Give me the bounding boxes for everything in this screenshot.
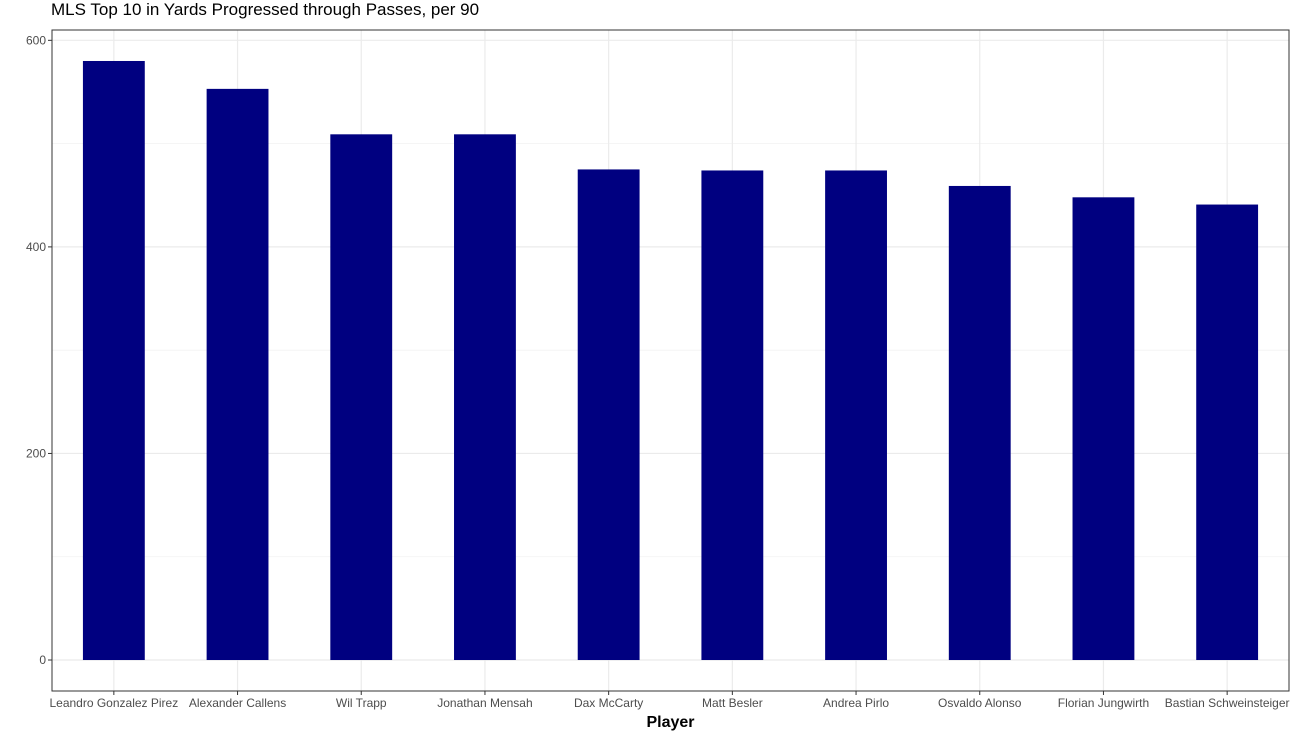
bar bbox=[206, 88, 269, 661]
bar bbox=[1072, 197, 1135, 661]
bar bbox=[454, 134, 516, 661]
x-tick-label: Leandro Gonzalez Pirez bbox=[49, 696, 178, 710]
x-tick-label: Matt Besler bbox=[702, 696, 763, 710]
x-tick-label: Alexander Callens bbox=[189, 696, 286, 710]
x-axis-ticks: Leandro Gonzalez Pirez Alexander Callens W… bbox=[49, 691, 1290, 710]
bar bbox=[577, 169, 640, 661]
bar bbox=[330, 134, 393, 661]
x-tick-label: Wil Trapp bbox=[336, 696, 387, 710]
bar bbox=[82, 60, 145, 661]
x-axis-title: Player bbox=[646, 714, 694, 731]
y-tick-label: 600 bbox=[26, 33, 46, 47]
bar bbox=[825, 170, 887, 661]
y-axis-ticks: 0 200 400 600 bbox=[26, 33, 52, 667]
x-tick-label: Bastian Schweinsteiger bbox=[1165, 696, 1290, 710]
bar bbox=[701, 170, 764, 661]
y-tick-label: 400 bbox=[26, 240, 46, 254]
x-tick-label: Jonathan Mensah bbox=[437, 696, 532, 710]
panel-border bbox=[51, 29, 1290, 692]
x-tick-label: Andrea Pirlo bbox=[823, 696, 889, 710]
bar bbox=[1196, 204, 1259, 661]
y-tick-label: 0 bbox=[39, 653, 46, 667]
x-tick-label: Dax McCarty bbox=[574, 696, 643, 710]
bar bbox=[948, 185, 1011, 661]
bars bbox=[82, 60, 1259, 661]
chart-title: MLS Top 10 in Yards Progressed through P… bbox=[51, 0, 480, 19]
y-tick-label: 200 bbox=[26, 446, 46, 460]
x-tick-label: Osvaldo Alonso bbox=[938, 696, 1022, 710]
x-tick-label: Florian Jungwirth bbox=[1058, 696, 1149, 710]
